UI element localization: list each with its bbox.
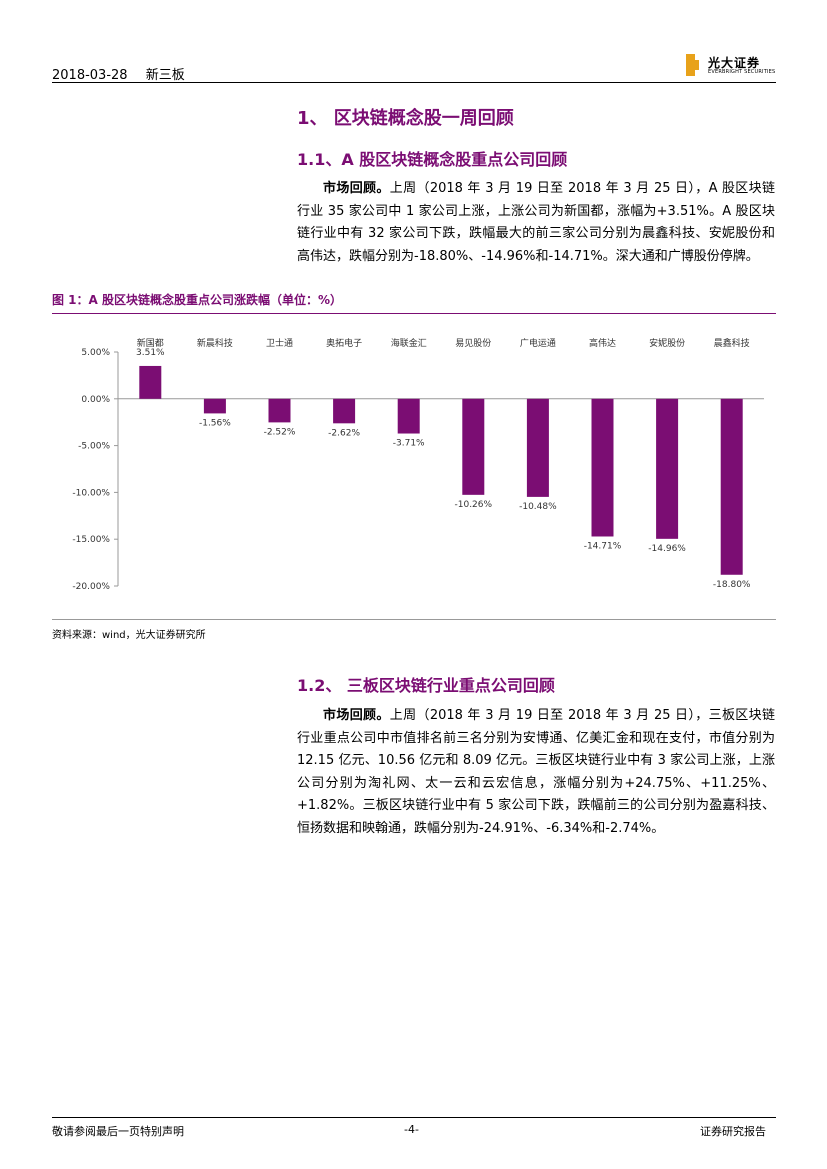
footer-divider: [52, 1117, 776, 1118]
data-label: -14.71%: [584, 541, 622, 551]
section-1-1-paragraph: 市场回顾。上周（2018 年 3 月 19 日至 2018 年 3 月 25 日…: [297, 178, 775, 268]
section-1-2-body: 上周（2018 年 3 月 19 日至 2018 年 3 月 25 日），三板区…: [297, 708, 775, 836]
data-label: -1.56%: [199, 418, 231, 428]
header-divider: [52, 82, 776, 83]
data-label: -3.71%: [393, 439, 425, 449]
bar: [526, 398, 549, 497]
section-1-1-body: 上周（2018 年 3 月 19 日至 2018 年 3 月 25 日），A 股…: [297, 181, 775, 264]
section-1-2-lead: 市场回顾。: [323, 708, 390, 723]
page-header: 2018-03-28 新三板: [52, 64, 199, 83]
bar: [720, 398, 743, 575]
y-tick-label: -10.00%: [72, 488, 110, 498]
figure-1-source: 资料来源：wind，光大证券研究所: [52, 630, 206, 641]
figure-1-title: 图 1：A 股区块链概念股重点公司涨跌幅（单位：%）: [52, 293, 343, 307]
figure-1-chart: 5.00% 0.00% -5.00% -10.00% -15.00% -20.00% 新国都…: [52, 313, 776, 620]
data-label: -10.26%: [455, 500, 493, 510]
data-label: -18.80%: [713, 580, 751, 590]
bar-chart: 5.00% 0.00% -5.00% -10.00% -15.00% -20.00% 新国都…: [72, 337, 764, 592]
category-label: 安妮股份: [649, 337, 685, 349]
y-tick-label: 5.00%: [81, 348, 110, 358]
data-label: -10.48%: [519, 502, 557, 512]
y-tick-label: -15.00%: [72, 535, 110, 545]
bar: [139, 365, 162, 399]
bar: [203, 398, 226, 414]
section-1-title: 1、 区块链概念股一周回顾: [297, 108, 514, 129]
footer-disclaimer: 敬请参阅最后一页特别声明: [52, 1125, 184, 1138]
company-logo: 光大证券 EVERBRIGHT SECURITIES: [686, 54, 778, 78]
bar: [462, 398, 485, 495]
bar: [397, 398, 420, 434]
bar: [268, 398, 291, 423]
report-date: 2018-03-28: [52, 68, 128, 83]
section-1-1-lead: 市场回顾。: [323, 181, 390, 196]
bar: [591, 398, 614, 537]
category-label: 奥拓电子: [326, 337, 362, 349]
report-section: 新三板: [145, 68, 185, 83]
data-label: 3.51%: [136, 348, 165, 358]
section-1-2-paragraph: 市场回顾。上周（2018 年 3 月 19 日至 2018 年 3 月 25 日…: [297, 705, 775, 840]
data-label: -2.62%: [328, 428, 360, 438]
section-1-2-title: 1.2、 三板区块链行业重点公司回顾: [297, 676, 555, 695]
category-label: 高伟达: [589, 337, 616, 349]
logo-name-cn: 光大证券: [708, 56, 761, 70]
logo-mark-icon: [686, 54, 699, 76]
category-label: 易见股份: [455, 337, 491, 349]
bar: [656, 398, 679, 539]
section-1-1-title: 1.1、A 股区块链概念股重点公司回顾: [297, 150, 568, 169]
y-tick-label: -20.00%: [72, 582, 110, 592]
category-label: 晨鑫科技: [714, 337, 750, 349]
category-label: 新国都: [137, 337, 164, 349]
category-label: 广电运通: [520, 337, 556, 349]
bar: [333, 398, 356, 424]
data-label: -14.96%: [648, 544, 686, 554]
category-label: 新晨科技: [197, 337, 233, 349]
category-label: 海联金汇: [391, 337, 427, 349]
footer-report-type: 证券研究报告: [700, 1125, 766, 1138]
logo-name-en: EVERBRIGHT SECURITIES: [708, 69, 776, 75]
data-label: -2.52%: [264, 427, 296, 437]
category-label: 卫士通: [266, 337, 293, 349]
page-number: -4-: [404, 1123, 419, 1136]
y-tick-label: -5.00%: [78, 442, 110, 452]
y-tick-label: 0.00%: [81, 395, 110, 405]
